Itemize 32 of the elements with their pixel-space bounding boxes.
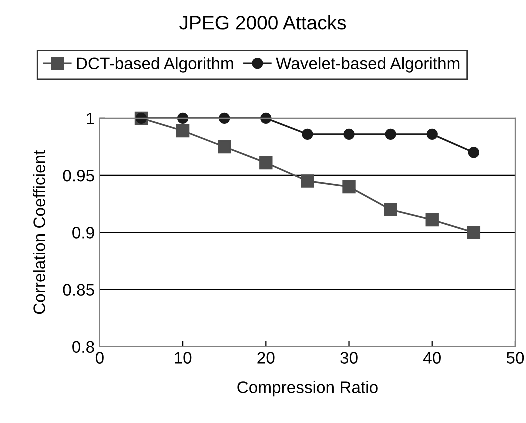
y-tick-label: 1 [87, 113, 94, 124]
point [385, 128, 396, 140]
point [468, 147, 480, 158]
x-tick-label: 20 [258, 352, 275, 364]
point [344, 128, 355, 140]
point [384, 203, 398, 216]
x-tick-label: 0 [96, 352, 104, 364]
point [177, 112, 189, 124]
point [260, 156, 273, 170]
y-axis-title: Correlation Coefficient [33, 150, 46, 314]
legend-label: Wavelet-based Algorithm [276, 57, 460, 73]
y-tick-label: 0.9 [72, 227, 94, 239]
point [260, 112, 272, 124]
y-tick-label: 0.85 [63, 284, 94, 296]
x-tick-label: 40 [423, 352, 441, 364]
point [302, 128, 314, 140]
x-tick-label: 30 [340, 352, 358, 364]
point [467, 226, 481, 240]
chart-title: JPEG 2000 Attacks [180, 16, 346, 30]
x-tick-label: 10 [175, 352, 192, 364]
point [301, 174, 314, 188]
point [426, 213, 439, 227]
y-tick-label: 0.95 [63, 170, 94, 182]
legend-label: DCT-based Algorithm [77, 57, 234, 73]
x-tick-label: 50 [506, 352, 524, 364]
point [176, 124, 190, 138]
point [219, 112, 230, 124]
x-axis-title: Compression Ratio [238, 381, 378, 397]
point [342, 180, 356, 194]
y-tick-label: 0.8 [72, 341, 94, 354]
point [426, 128, 438, 140]
point [218, 140, 232, 154]
